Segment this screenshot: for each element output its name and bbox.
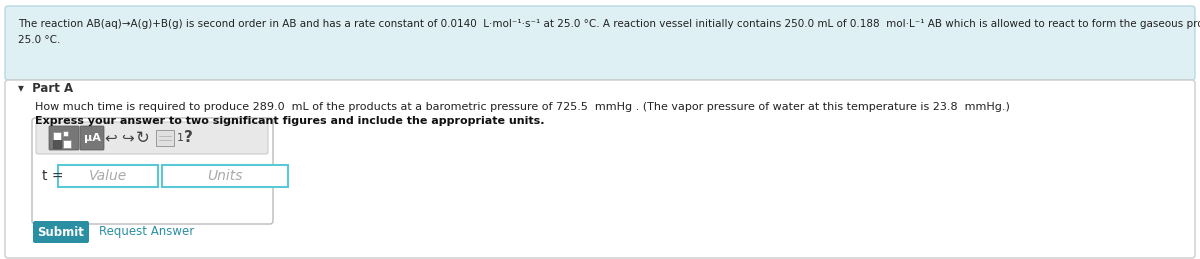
Bar [53,140,61,148]
FancyBboxPatch shape [5,6,1195,80]
Text: 25.0 °C.: 25.0 °C. [18,35,60,45]
Text: How much time is required to produce 289.0  mL of the products at a barometric p: How much time is required to produce 289… [35,102,1010,112]
Text: ?: ? [184,131,192,146]
Bar [162,165,288,187]
FancyBboxPatch shape [34,221,89,243]
Text: t =: t = [42,169,64,183]
Text: Units: Units [208,169,242,183]
Bar [53,132,61,140]
Bar [64,140,71,148]
Text: 1: 1 [178,133,184,143]
FancyBboxPatch shape [32,118,274,224]
FancyBboxPatch shape [49,126,79,150]
Text: ↪: ↪ [121,131,133,146]
Text: µA: µA [84,133,101,143]
FancyBboxPatch shape [80,126,104,150]
Text: ↩: ↩ [104,131,118,146]
Text: Request Answer: Request Answer [98,226,194,239]
FancyBboxPatch shape [36,122,268,154]
Text: ▾  Part A: ▾ Part A [18,82,73,95]
Text: Submit: Submit [37,226,84,239]
Text: Express your answer to two significant figures and include the appropriate units: Express your answer to two significant f… [35,116,545,126]
Text: ↻: ↻ [136,129,150,147]
FancyBboxPatch shape [156,130,174,146]
Bar [64,131,68,136]
Text: The reaction AB(aq)→A(g)+B(g) is second order in AB and has a rate constant of 0: The reaction AB(aq)→A(g)+B(g) is second … [18,19,1200,29]
FancyBboxPatch shape [5,80,1195,258]
Text: Value: Value [89,169,127,183]
Bar [58,165,158,187]
